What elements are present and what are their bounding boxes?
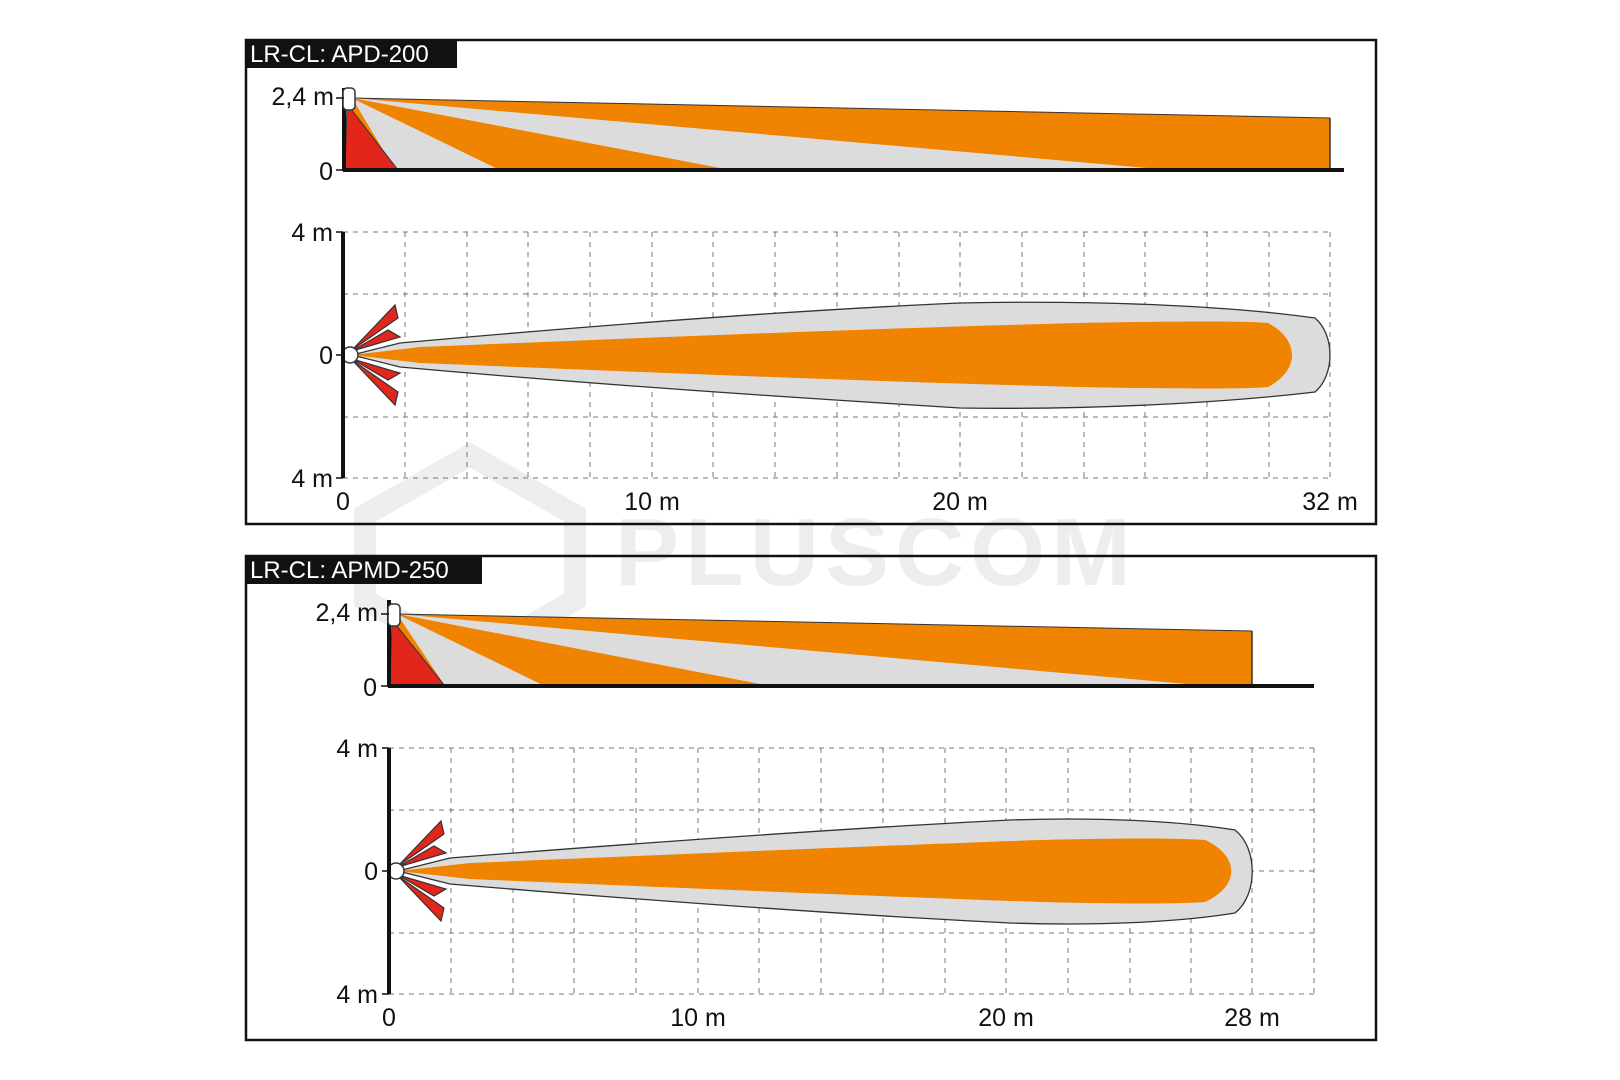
side-top-edge (351, 97, 1331, 119)
side-label-bottom: 0 (363, 674, 377, 702)
plan-view: 4 m 0 4 m 0 10 m 20 m 28 m (336, 735, 1315, 1032)
side-label-bottom: 0 (319, 158, 333, 186)
panel-title-bg (246, 556, 482, 584)
plan-view: 4 m 0 4 m 0 10 m 20 m 32 m (291, 219, 1357, 516)
panel-apmd-250: LR-CL: APMD-250 2,4 m 0 (244, 554, 1378, 1042)
panel-title: LR-CL: APMD-250 (250, 557, 449, 584)
plan-label-center: 0 (319, 342, 333, 370)
plan-inner-zone (398, 838, 1232, 904)
side-view: 2,4 m 0 (271, 83, 1344, 186)
x-tick-label: 0 (382, 1004, 396, 1032)
panel-frame (244, 554, 1378, 1042)
side-zone-mid (352, 98, 730, 170)
plan-near-lobe-upper (397, 819, 445, 867)
panel-title-bg (246, 40, 457, 68)
plan-near-lobe-lower (351, 359, 399, 407)
x-tick-label: 10 m (624, 488, 680, 516)
panel-frame (244, 38, 1378, 526)
plan-label-top: 4 m (291, 219, 333, 247)
side-gap-1 (352, 98, 1170, 170)
plan-near-lobe-mid-lower (351, 358, 402, 381)
side-label-top: 2,4 m (271, 83, 334, 111)
plan-near-lobe-upper (351, 303, 399, 351)
plan-near-lobe-mid-upper (397, 845, 448, 868)
x-tick-label: 32 m (1302, 488, 1358, 516)
side-top-edge (396, 613, 1253, 632)
plan-label-bottom: 4 m (336, 981, 378, 1009)
watermark-text: PLUSCOM (615, 499, 1137, 606)
plan-label-top: 4 m (336, 735, 378, 763)
x-tick-label: 10 m (670, 1004, 726, 1032)
plan-inner-zone (352, 321, 1292, 389)
detector-side-icon (342, 87, 356, 111)
side-view: 2,4 m 0 (315, 599, 1314, 702)
plan-near-lobe-mid-lower (397, 874, 448, 897)
x-tick-label: 0 (336, 488, 350, 516)
plan-label-center: 0 (364, 858, 378, 886)
side-label-top: 2,4 m (315, 599, 378, 627)
plan-near-lobe-mid-upper (351, 329, 402, 352)
plan-near-lobe-lower (397, 875, 445, 923)
plan-label-bottom: 4 m (291, 465, 333, 493)
side-gap-1 (397, 614, 1210, 686)
side-zone-mid (397, 614, 770, 686)
panel-title: LR-CL: APD-200 (250, 41, 429, 68)
detector-side-icon (387, 603, 401, 627)
x-tick-label: 20 m (932, 488, 988, 516)
x-tick-label: 20 m (978, 1004, 1034, 1032)
x-tick-label: 28 m (1224, 1004, 1280, 1032)
panel-apd-200: LR-CL: APD-200 2,4 m 0 (244, 38, 1378, 526)
